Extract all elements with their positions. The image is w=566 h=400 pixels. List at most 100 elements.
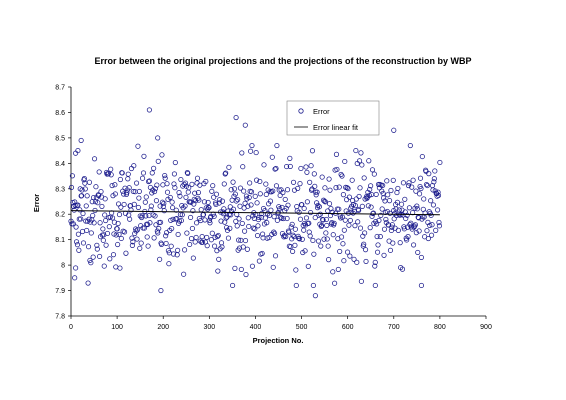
data-point [388, 227, 394, 234]
data-point [326, 257, 332, 263]
data-point [190, 255, 196, 261]
data-point [278, 215, 285, 221]
data-point [183, 194, 189, 200]
data-point [317, 211, 323, 217]
data-point [249, 263, 256, 269]
data-point [102, 196, 108, 202]
data-point [110, 252, 117, 258]
data-point [290, 232, 296, 238]
data-point [373, 219, 379, 225]
x-tick-label: 300 [203, 324, 215, 331]
data-point [231, 186, 238, 192]
data-point [431, 176, 437, 182]
data-point [155, 135, 161, 141]
x-tick-label: 500 [296, 324, 308, 331]
data-point [253, 149, 259, 156]
data-point [170, 216, 176, 222]
data-point [243, 193, 250, 199]
data-point [242, 228, 248, 234]
data-point [284, 187, 291, 193]
data-point [158, 287, 164, 294]
data-point [388, 187, 394, 194]
data-point [119, 170, 125, 176]
data-point [356, 207, 362, 214]
data-point [237, 185, 244, 191]
data-point [93, 184, 99, 190]
data-point [372, 282, 378, 289]
data-point [298, 165, 304, 172]
data-point [190, 208, 196, 214]
data-point [149, 190, 155, 196]
data-point [153, 198, 159, 204]
data-point [380, 195, 387, 201]
data-point [209, 188, 215, 194]
data-point [262, 215, 268, 221]
data-point [100, 237, 106, 243]
data-point [194, 220, 200, 226]
data-point [333, 151, 340, 157]
data-point [334, 166, 340, 173]
data-point [391, 216, 397, 222]
data-point [113, 232, 119, 238]
data-point [117, 176, 123, 183]
data-point [290, 179, 297, 185]
data-point [359, 203, 365, 209]
data-point [271, 229, 277, 235]
data-point [72, 202, 78, 208]
data-point [219, 244, 225, 250]
data-point [406, 205, 412, 211]
chart-title: Error between the original projections a… [94, 56, 471, 66]
data-point [276, 187, 282, 193]
data-point [134, 236, 140, 242]
y-tick-label: 7.8 [55, 314, 65, 321]
data-point [294, 203, 300, 210]
data-point [255, 223, 261, 229]
data-point [130, 239, 136, 245]
data-point [365, 203, 371, 209]
data-point [333, 185, 339, 191]
data-point [152, 186, 159, 192]
data-point [125, 171, 131, 177]
data-point [75, 231, 81, 237]
data-point [125, 176, 131, 182]
data-point [295, 185, 301, 191]
data-point [73, 224, 79, 230]
data-point [322, 199, 328, 205]
data-point [96, 169, 102, 175]
data-point [299, 236, 305, 242]
x-tick-label: 800 [434, 324, 446, 331]
data-point [352, 203, 358, 209]
data-point [100, 226, 106, 232]
data-point [224, 224, 230, 231]
data-point [252, 193, 258, 199]
data-point [185, 170, 191, 177]
data-point [169, 205, 176, 211]
data-point [322, 185, 328, 191]
data-point [163, 240, 169, 247]
data-point [192, 190, 198, 196]
data-point [346, 222, 352, 228]
data-point [361, 241, 367, 247]
data-point [91, 194, 97, 201]
data-point [376, 217, 382, 223]
data-point [118, 235, 124, 242]
data-point [266, 235, 272, 241]
data-point [203, 205, 209, 211]
data-point [321, 236, 327, 242]
data-point [221, 206, 227, 212]
data-point [94, 242, 100, 248]
data-point [71, 207, 77, 213]
data-point [216, 256, 222, 262]
data-point [359, 162, 365, 168]
data-point [398, 201, 405, 207]
data-point [264, 220, 270, 226]
data-point [314, 200, 320, 206]
data-point [263, 191, 269, 198]
data-point [299, 202, 305, 208]
data-point [78, 216, 84, 222]
data-point [411, 223, 418, 229]
data-point [285, 202, 291, 208]
data-point [306, 220, 312, 226]
data-point [370, 210, 376, 216]
data-point [312, 183, 318, 189]
